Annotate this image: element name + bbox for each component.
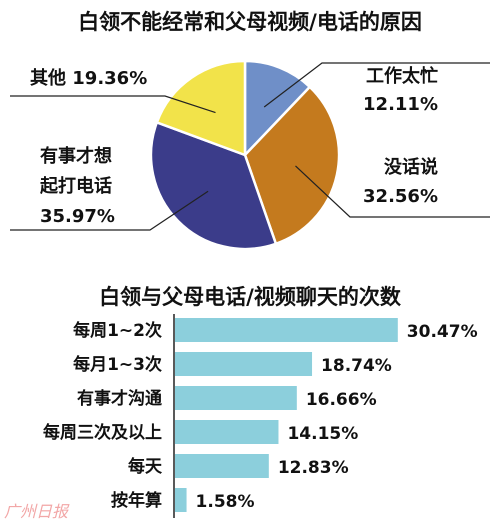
bar-category-label-0: 每周1~2次 <box>73 320 162 341</box>
pie-label-call-when-needed-0: 有事才想 <box>40 145 112 167</box>
bar-value-label-3: 14.15% <box>287 424 358 444</box>
bar-category-label-1: 每月1~3次 <box>73 354 162 375</box>
pie-leader-line-work-busy <box>263 62 490 108</box>
bar-value-label-1: 18.74% <box>321 356 392 376</box>
bar-0 <box>175 318 398 342</box>
pie-leader-line-call-when-needed <box>10 190 209 231</box>
bar-category-label-2: 有事才沟通 <box>77 388 162 409</box>
bar-value-label-5: 1.58% <box>196 492 255 512</box>
pie-label-nothing-to-say-0: 没话说 <box>384 156 438 178</box>
bar-2 <box>175 386 297 410</box>
pie-label-call-when-needed-2: 35.97% <box>40 206 115 227</box>
pie-leader-line-nothing-to-say <box>295 165 490 218</box>
bar-category-label-3: 每周三次及以上 <box>43 422 162 443</box>
bar-value-label-4: 12.83% <box>278 458 349 478</box>
pie-label-nothing-to-say-1: 32.56% <box>363 186 438 207</box>
bar-1 <box>175 352 313 376</box>
watermark: 广州日报 <box>4 502 69 521</box>
bar-category-label-5: 按年算 <box>111 490 162 511</box>
bar-value-label-2: 16.66% <box>306 390 377 410</box>
bar-4 <box>175 454 269 478</box>
pie-label-call-when-needed-1: 起打电话 <box>39 175 112 197</box>
bar-category-label-4: 每天 <box>128 456 163 477</box>
pie-slice-nothing-to-say <box>243 85 341 246</box>
bar-5 <box>175 488 187 512</box>
bar-3 <box>175 420 279 444</box>
pie-chart-title: 白领不能经常和父母视频/电话的原因 <box>78 10 422 34</box>
bar-chart-title: 白领与父母电话/视频聊天的次数 <box>99 285 401 309</box>
pie-leader-line-other <box>10 95 216 114</box>
pie-slice-call-when-needed <box>149 120 278 251</box>
pie-label-work-busy-1: 12.11% <box>363 94 438 115</box>
pie-label-work-busy-0: 工作太忙 <box>366 65 438 87</box>
pie-label-other-0: 其他 19.36% <box>30 67 147 89</box>
bar-value-label-0: 30.47% <box>407 322 478 342</box>
